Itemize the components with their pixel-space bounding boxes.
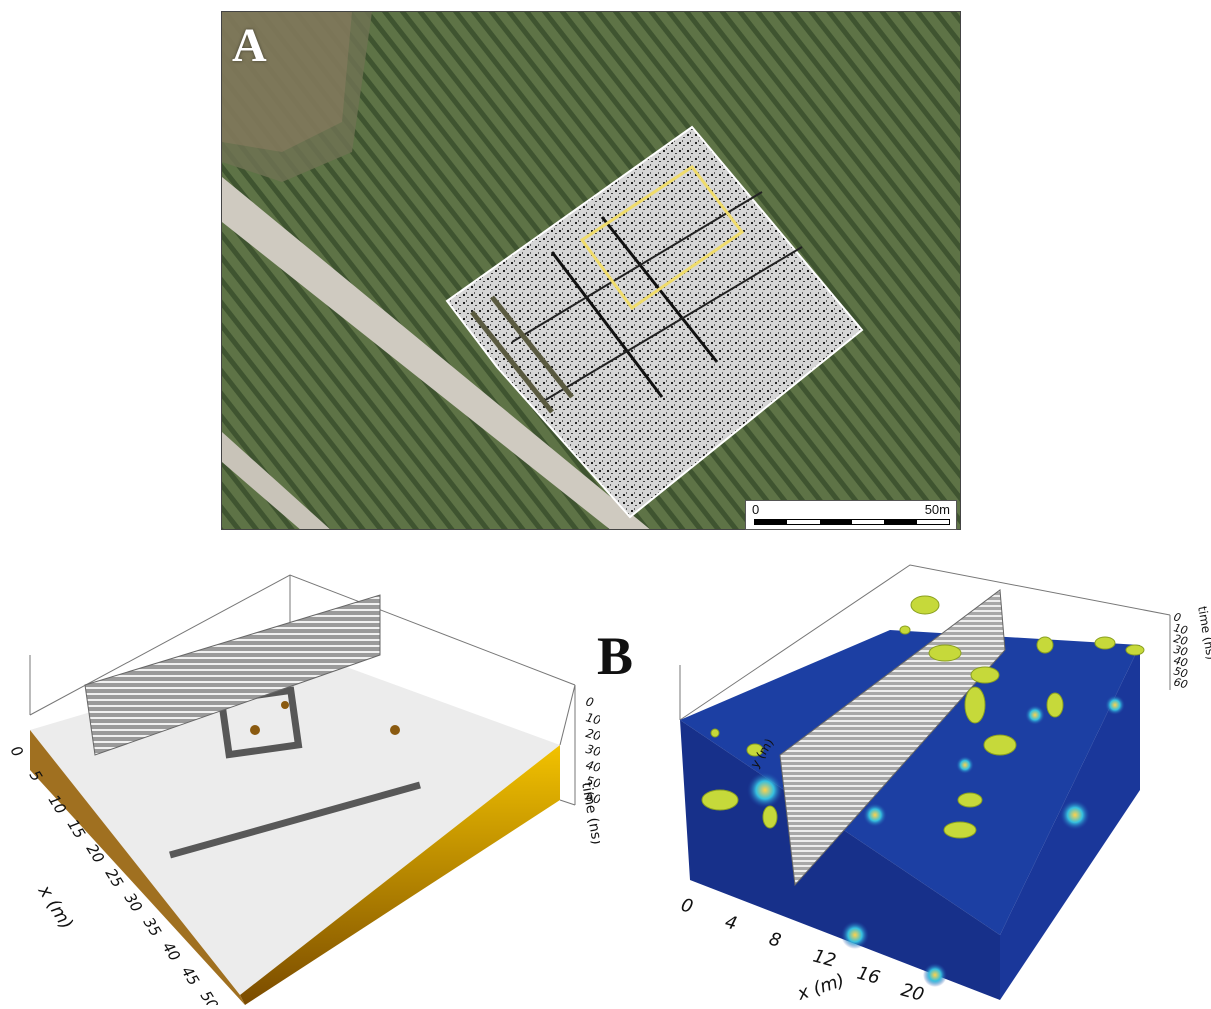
- left-time-tick-label: 30: [584, 742, 600, 760]
- left-x-tick-label: 35: [140, 914, 165, 940]
- right-x-tick-label: 8: [767, 929, 783, 952]
- left-x-axis-label: x (m): [33, 881, 77, 934]
- aerial-photo: [222, 12, 960, 529]
- right-x-tick-label: 12: [811, 946, 839, 972]
- right-x-tick-label: 16: [855, 963, 883, 989]
- highlight-box: [579, 164, 745, 311]
- scale-bar-end-label: 50m: [924, 502, 950, 517]
- right-time-tick-label: 30: [1172, 643, 1189, 659]
- left-time-tick-label: 0: [584, 694, 595, 710]
- left-time-tick-label: 60: [584, 789, 600, 807]
- scale-bar-start-label: 0: [752, 502, 760, 517]
- right-time-tick-label: 60: [1172, 675, 1189, 691]
- aerial-map-panel: [221, 11, 961, 530]
- scale-bar-graphic: [754, 519, 950, 525]
- right-time-tick-label: 0: [1172, 610, 1182, 624]
- right-time-tick-label: 40: [1172, 654, 1189, 670]
- left-x-tick-label: 30: [121, 890, 146, 916]
- left-x-tick-label: 0: [7, 743, 27, 761]
- scale-bar: 0 50m: [745, 500, 957, 530]
- panel-label-b: B: [597, 626, 634, 686]
- right-x-tick-label: 4: [723, 912, 739, 935]
- right-x-axis-label: x (m): [794, 970, 847, 1005]
- left-time-tick-label: 40: [584, 758, 600, 776]
- gpr-volume-right: y (m) 0 10 20 30 40 50 60 time (ns) 0 4 8 12 16 20 …: [645, 555, 1211, 1006]
- left-time-axis-label: time (ns): [578, 781, 600, 846]
- left-x-tick-label: 40: [159, 939, 184, 965]
- right-time-tick-label: 10: [1172, 621, 1189, 637]
- left-time-tick-label: 50: [584, 774, 600, 792]
- left-x-tick-label: 45: [178, 963, 203, 989]
- right-x-tick-label: 0: [679, 895, 695, 918]
- right-time-axis-label: time (ns): [1195, 605, 1211, 661]
- gpr-volume-left: 0 10 20 30 40 50 60 time (ns) 0 5 10 15 20 25 30 35 40…: [0, 555, 605, 1009]
- left-x-tick-label: 50: [197, 988, 222, 1005]
- left-time-tick-label: 20: [584, 726, 600, 744]
- right-time-tick-label: 50: [1172, 665, 1189, 681]
- right-time-tick-label: 20: [1172, 632, 1189, 648]
- left-time-tick-label: 10: [584, 710, 600, 728]
- panel-label-a: A: [232, 19, 267, 72]
- right-x-tick-label: 20: [899, 980, 927, 1005]
